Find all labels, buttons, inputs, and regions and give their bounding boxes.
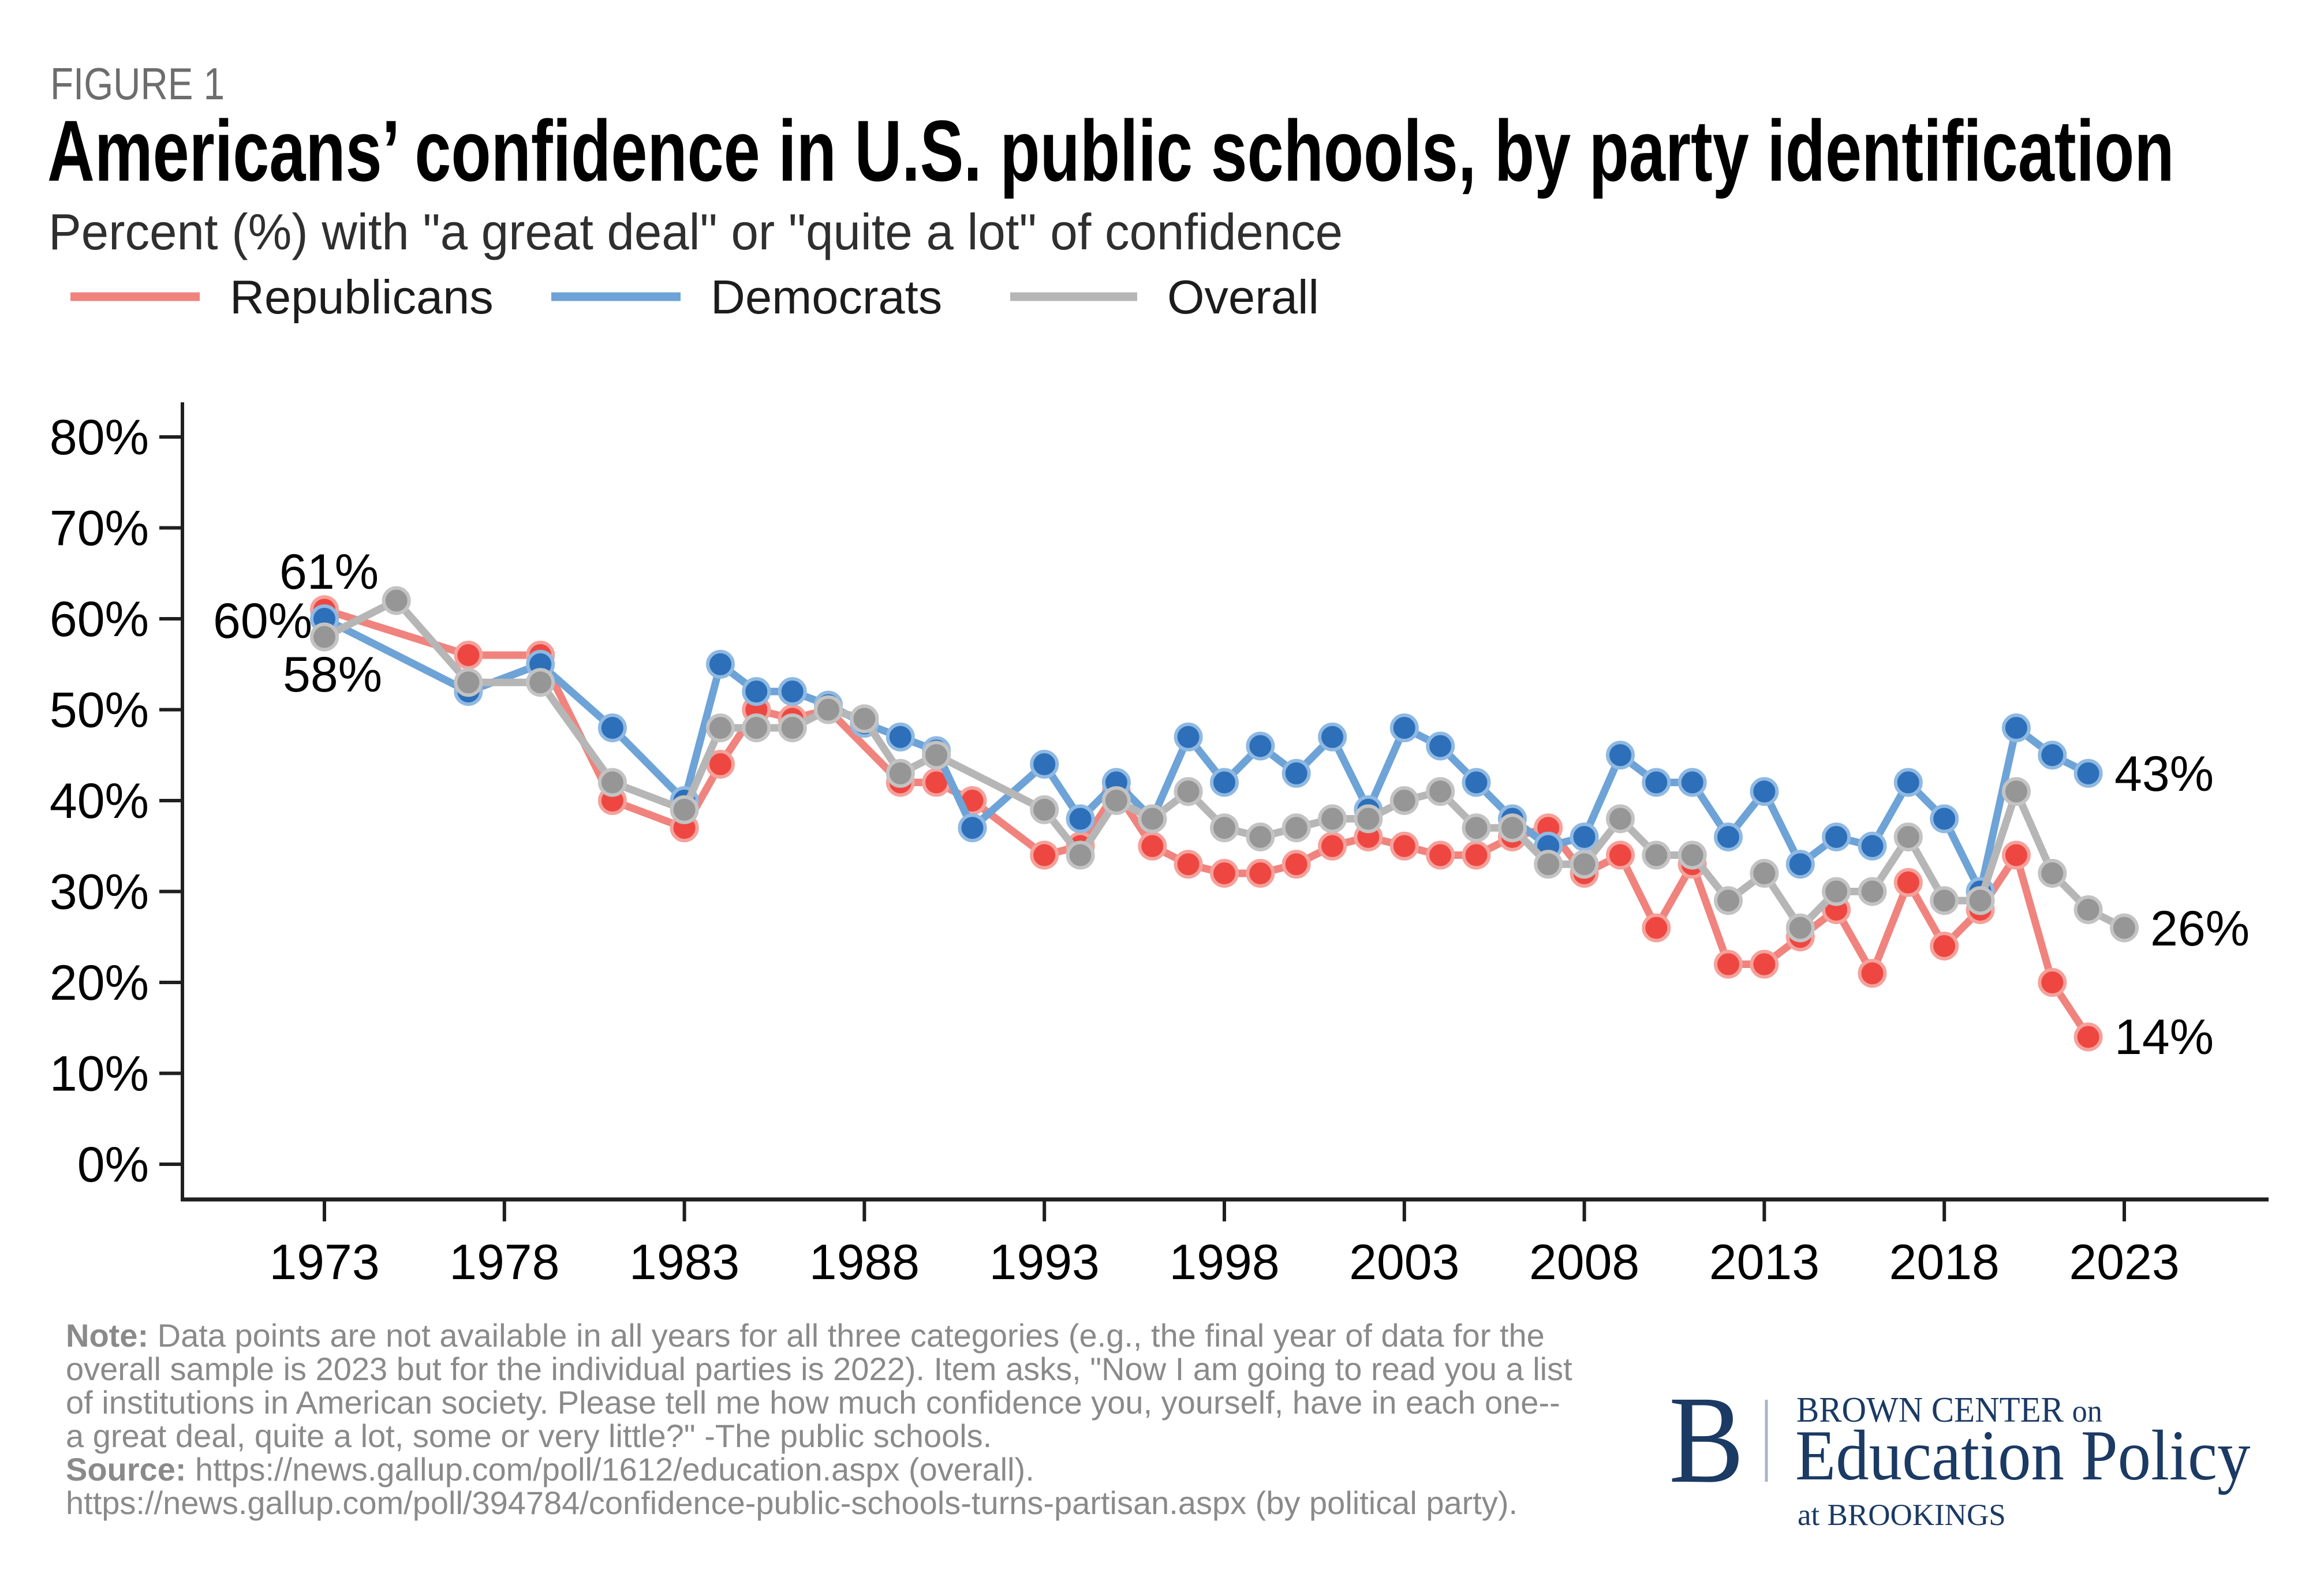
svg-text:10%: 10% [50,1046,149,1102]
svg-text:43%: 43% [2114,746,2214,802]
svg-text:Percent (%) with "a great deal: Percent (%) with "a great deal" or "quit… [48,204,1343,261]
svg-text:1988: 1988 [809,1235,920,1290]
svg-text:61%: 61% [279,544,379,600]
svg-text:26%: 26% [2150,901,2250,956]
svg-text:https://news.gallup.com/poll/3: https://news.gallup.com/poll/394784/conf… [66,1485,1518,1521]
svg-text:Education Policy: Education Policy [1795,1415,2251,1495]
svg-text:1993: 1993 [989,1235,1100,1290]
svg-text:20%: 20% [50,955,149,1011]
svg-text:40%: 40% [50,773,149,829]
svg-text:60%: 60% [213,593,312,649]
svg-text:1973: 1973 [269,1235,379,1290]
svg-text:Democrats: Democrats [711,270,942,324]
svg-text:1978: 1978 [449,1235,559,1290]
svg-text:1983: 1983 [629,1235,739,1290]
svg-text:2008: 2008 [1529,1235,1639,1290]
svg-text:FIGURE 1: FIGURE 1 [50,59,225,110]
svg-text:60%: 60% [50,592,149,647]
svg-text:at BROOKINGS: at BROOKINGS [1798,1498,2006,1532]
svg-text:BROWN CENTER on: BROWN CENTER on [1796,1391,2102,1430]
svg-text:Republicans: Republicans [230,270,494,324]
svg-text:overall sample is 2023 but for: overall sample is 2023 but for the indiv… [66,1351,1572,1387]
svg-text:2013: 2013 [1709,1235,1819,1290]
svg-text:2023: 2023 [2069,1235,2179,1290]
svg-text:50%: 50% [50,683,149,738]
svg-text:0%: 0% [77,1137,149,1193]
svg-text:30%: 30% [50,865,149,920]
svg-text:58%: 58% [283,647,382,702]
svg-text:Source: https://news.gallup.co: Source: https://news.gallup.com/poll/161… [66,1451,1034,1487]
svg-text:Overall: Overall [1167,270,1319,324]
svg-text:2003: 2003 [1349,1235,1459,1290]
svg-text:70%: 70% [50,501,149,556]
svg-text:80%: 80% [50,410,149,465]
svg-text:B: B [1669,1370,1744,1509]
svg-text:2018: 2018 [1889,1235,2000,1290]
svg-text:of institutions in American so: of institutions in American society. Ple… [66,1384,1560,1421]
svg-text:Americans’ confidence in U.S.: Americans’ confidence in U.S. public sch… [47,103,2175,200]
svg-text:Note: Data points are not avai: Note: Data points are not available in a… [66,1317,1545,1354]
svg-text:1998: 1998 [1169,1235,1279,1290]
svg-text:14%: 14% [2114,1010,2214,1065]
svg-text:a great deal, quite a lot, som: a great deal, quite a lot, some or very … [66,1418,992,1454]
